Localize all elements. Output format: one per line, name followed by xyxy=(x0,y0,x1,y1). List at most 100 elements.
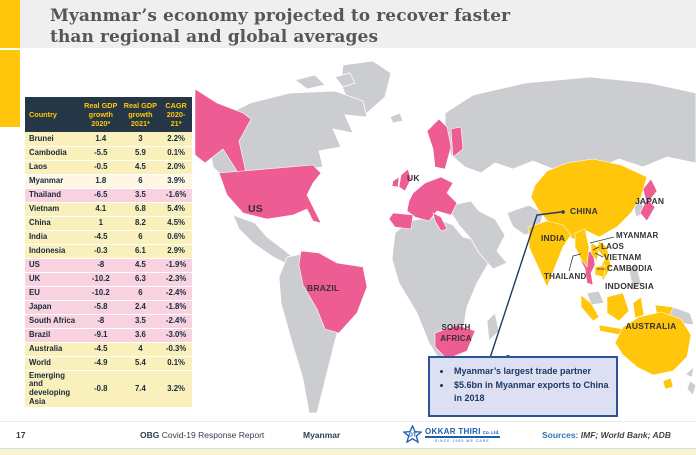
table-row: Australia -4.5 4 -0.3% xyxy=(25,342,192,357)
value-cell: 1.8 xyxy=(81,174,121,189)
country-cell: World xyxy=(25,356,81,371)
page-number: 17 xyxy=(16,430,26,440)
value-cell: -1.6% xyxy=(160,188,192,203)
company-logo: OT OKKAR THIRI Co. Ltd. SINCE 1990 WE CA… xyxy=(403,425,500,444)
world-map: US UK CHINA JAPAN INDIA MYANMAR LAOS VIETNAM CAM… xyxy=(195,55,696,420)
table-row: Laos -0.5 4.5 2.0% xyxy=(25,160,192,175)
region-eu-scandinavia xyxy=(426,118,452,170)
value-cell: 5.4 xyxy=(120,356,161,371)
table-row: Japan -5.8 2.4 -1.8% xyxy=(25,300,192,315)
map-label-uk: UK xyxy=(407,173,420,183)
country-uk xyxy=(398,168,412,192)
indonesia-sumatra xyxy=(580,294,600,322)
table-row: Vietnam 4.1 6.8 5.4% xyxy=(25,202,192,217)
country-cell: Myanmar xyxy=(25,174,81,189)
value-cell: -0.3 xyxy=(81,244,121,259)
australia-tasmania xyxy=(662,377,674,390)
value-cell: -8 xyxy=(81,258,121,273)
map-label-myanmar: MYANMAR xyxy=(616,231,659,240)
value-cell: 3.5 xyxy=(120,314,161,329)
svg-text:OT: OT xyxy=(409,433,417,439)
thailand-leader-line xyxy=(568,253,582,272)
sources: Sources: IMF; World Bank; ADB xyxy=(542,430,671,440)
value-cell: 6.8 xyxy=(120,202,161,217)
page-title: Myanmar’s economy projected to recover f… xyxy=(20,0,696,47)
footer: 17 OBG Covid-19 Response Report Myanmar … xyxy=(0,421,696,448)
table-row: UK -10.2 6.3 -2.3% xyxy=(25,272,192,287)
region-eu-iberia xyxy=(388,212,414,230)
gdp-table: Country Real GDP growth 2020* Real GDP g… xyxy=(25,97,192,409)
map-label-south-africa: SOUTH AFRICA xyxy=(440,323,472,343)
value-cell: 0.1% xyxy=(160,356,192,371)
report-name: OBG Covid-19 Response Report xyxy=(140,430,264,440)
value-cell: 6 xyxy=(120,286,161,301)
value-cell: -0.5 xyxy=(81,160,121,175)
table-row: India -4.5 6 0.6% xyxy=(25,230,192,245)
value-cell: 2.0% xyxy=(160,160,192,175)
map-label-us: US xyxy=(248,203,263,215)
value-cell: -6.5 xyxy=(81,188,121,203)
value-cell: -5.5 xyxy=(81,146,121,161)
country-cell: US xyxy=(25,258,81,273)
report-name-bold: OBG xyxy=(140,430,160,440)
logo-star-icon: OT xyxy=(403,425,422,444)
country-new-zealand xyxy=(685,365,695,378)
table-row: South Africa -8 3.5 -2.4% xyxy=(25,314,192,329)
africa xyxy=(391,216,492,360)
value-cell: -9.1 xyxy=(81,328,121,343)
title-line-1: Myanmar’s economy projected to recover f… xyxy=(50,6,511,26)
sources-label: Sources: xyxy=(542,430,579,440)
value-cell: 6 xyxy=(120,230,161,245)
country-ireland xyxy=(391,176,400,188)
value-cell: -8 xyxy=(81,314,121,329)
title-banner: Myanmar’s economy projected to recover f… xyxy=(20,0,696,48)
value-cell: -2.4% xyxy=(160,286,192,301)
value-cell: 3 xyxy=(120,132,161,147)
value-cell: -0.8 xyxy=(81,370,121,409)
country-australia xyxy=(614,311,692,376)
value-cell: 0.6% xyxy=(160,230,192,245)
logo-company-name: OKKAR THIRI xyxy=(425,426,481,436)
value-cell: 3.9% xyxy=(160,174,192,189)
country-myanmar xyxy=(574,228,590,268)
value-cell: 2.2% xyxy=(160,132,192,147)
vietnam-leader-line xyxy=(594,252,604,258)
map-label-vietnam: VIETNAM xyxy=(604,253,642,262)
table-row: China 1 8.2 4.5% xyxy=(25,216,192,231)
header-cagr: CAGR 2020-21* xyxy=(160,97,192,133)
region-eu-mainland xyxy=(406,176,458,222)
value-cell: 4.5% xyxy=(160,216,192,231)
value-cell: 3.2% xyxy=(160,370,192,409)
value-cell: -2.4% xyxy=(160,314,192,329)
logo-company-suffix: Co. Ltd. xyxy=(482,429,500,435)
header-country: Country xyxy=(25,97,81,133)
table-row: EU -10.2 6 -2.4% xyxy=(25,286,192,301)
gdp-table-header: Country Real GDP growth 2020* Real GDP g… xyxy=(25,97,192,133)
world-map-svg xyxy=(195,60,696,414)
country-south-africa xyxy=(434,324,476,360)
value-cell: 6.3 xyxy=(120,272,161,287)
region-eu-italy xyxy=(432,212,448,232)
country-philippines xyxy=(628,262,642,292)
value-cell: 4.1 xyxy=(81,202,121,217)
value-cell: -4.5 xyxy=(81,342,121,357)
value-cell: -10.2 xyxy=(81,286,121,301)
value-cell: 5.4% xyxy=(160,202,192,217)
value-cell: 3.5 xyxy=(120,188,161,203)
value-cell: 0.1% xyxy=(160,146,192,161)
country-cell: Brunei xyxy=(25,132,81,147)
map-label-indonesia: INDONESIA xyxy=(605,281,655,291)
left-accent-bar-lower xyxy=(0,50,20,127)
country-china xyxy=(530,158,648,242)
callout-leader-line xyxy=(489,211,562,359)
value-cell: 4 xyxy=(120,342,161,357)
footer-section: Myanmar xyxy=(303,430,341,440)
map-label-japan: JAPAN xyxy=(635,196,665,206)
value-cell: -2.3% xyxy=(160,272,192,287)
value-cell: -4.9 xyxy=(81,356,121,371)
laos-leader-line xyxy=(592,246,600,251)
callout-bullet: $5.6bn in Myanmar exports to China in 20… xyxy=(452,379,610,406)
country-india xyxy=(528,220,572,288)
bottom-strip xyxy=(0,448,696,455)
